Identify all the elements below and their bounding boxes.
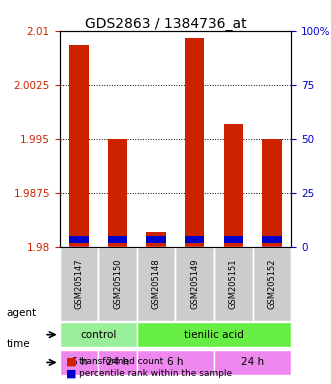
Bar bbox=[108, 139, 127, 247]
Text: control: control bbox=[80, 329, 117, 340]
FancyBboxPatch shape bbox=[60, 350, 98, 375]
Text: ■: ■ bbox=[66, 368, 77, 378]
FancyBboxPatch shape bbox=[98, 247, 137, 321]
Text: tienilic acid: tienilic acid bbox=[184, 329, 244, 340]
Text: GSM205150: GSM205150 bbox=[113, 258, 122, 309]
Bar bbox=[146, 232, 166, 247]
Bar bbox=[69, 45, 88, 247]
Text: time: time bbox=[7, 339, 30, 349]
Text: ■: ■ bbox=[66, 357, 77, 367]
Text: GDS2863 / 1384736_at: GDS2863 / 1384736_at bbox=[85, 17, 246, 31]
Text: 6 h: 6 h bbox=[167, 358, 184, 367]
Bar bbox=[185, 38, 204, 247]
FancyBboxPatch shape bbox=[214, 350, 291, 375]
FancyBboxPatch shape bbox=[253, 247, 291, 321]
Text: GSM205149: GSM205149 bbox=[190, 258, 199, 309]
Bar bbox=[108, 236, 127, 243]
Bar bbox=[224, 236, 243, 243]
Text: GSM205148: GSM205148 bbox=[152, 258, 161, 309]
Bar bbox=[224, 124, 243, 247]
Bar bbox=[262, 236, 282, 243]
Text: 24 h: 24 h bbox=[106, 358, 129, 367]
Text: GSM205147: GSM205147 bbox=[74, 258, 83, 309]
FancyBboxPatch shape bbox=[137, 247, 175, 321]
Bar bbox=[69, 236, 88, 243]
Text: percentile rank within the sample: percentile rank within the sample bbox=[79, 369, 233, 378]
Text: transformed count: transformed count bbox=[79, 357, 164, 366]
FancyBboxPatch shape bbox=[175, 247, 214, 321]
Bar bbox=[146, 236, 166, 243]
FancyBboxPatch shape bbox=[214, 247, 253, 321]
Bar bbox=[262, 139, 282, 247]
Text: 24 h: 24 h bbox=[241, 358, 264, 367]
Bar bbox=[185, 236, 204, 243]
Text: 6 h: 6 h bbox=[71, 358, 87, 367]
FancyBboxPatch shape bbox=[98, 350, 137, 375]
Text: GSM205152: GSM205152 bbox=[267, 258, 276, 309]
FancyBboxPatch shape bbox=[60, 322, 137, 347]
FancyBboxPatch shape bbox=[137, 350, 214, 375]
FancyBboxPatch shape bbox=[137, 322, 291, 347]
Text: agent: agent bbox=[7, 308, 37, 318]
Text: GSM205151: GSM205151 bbox=[229, 258, 238, 309]
FancyBboxPatch shape bbox=[60, 247, 98, 321]
